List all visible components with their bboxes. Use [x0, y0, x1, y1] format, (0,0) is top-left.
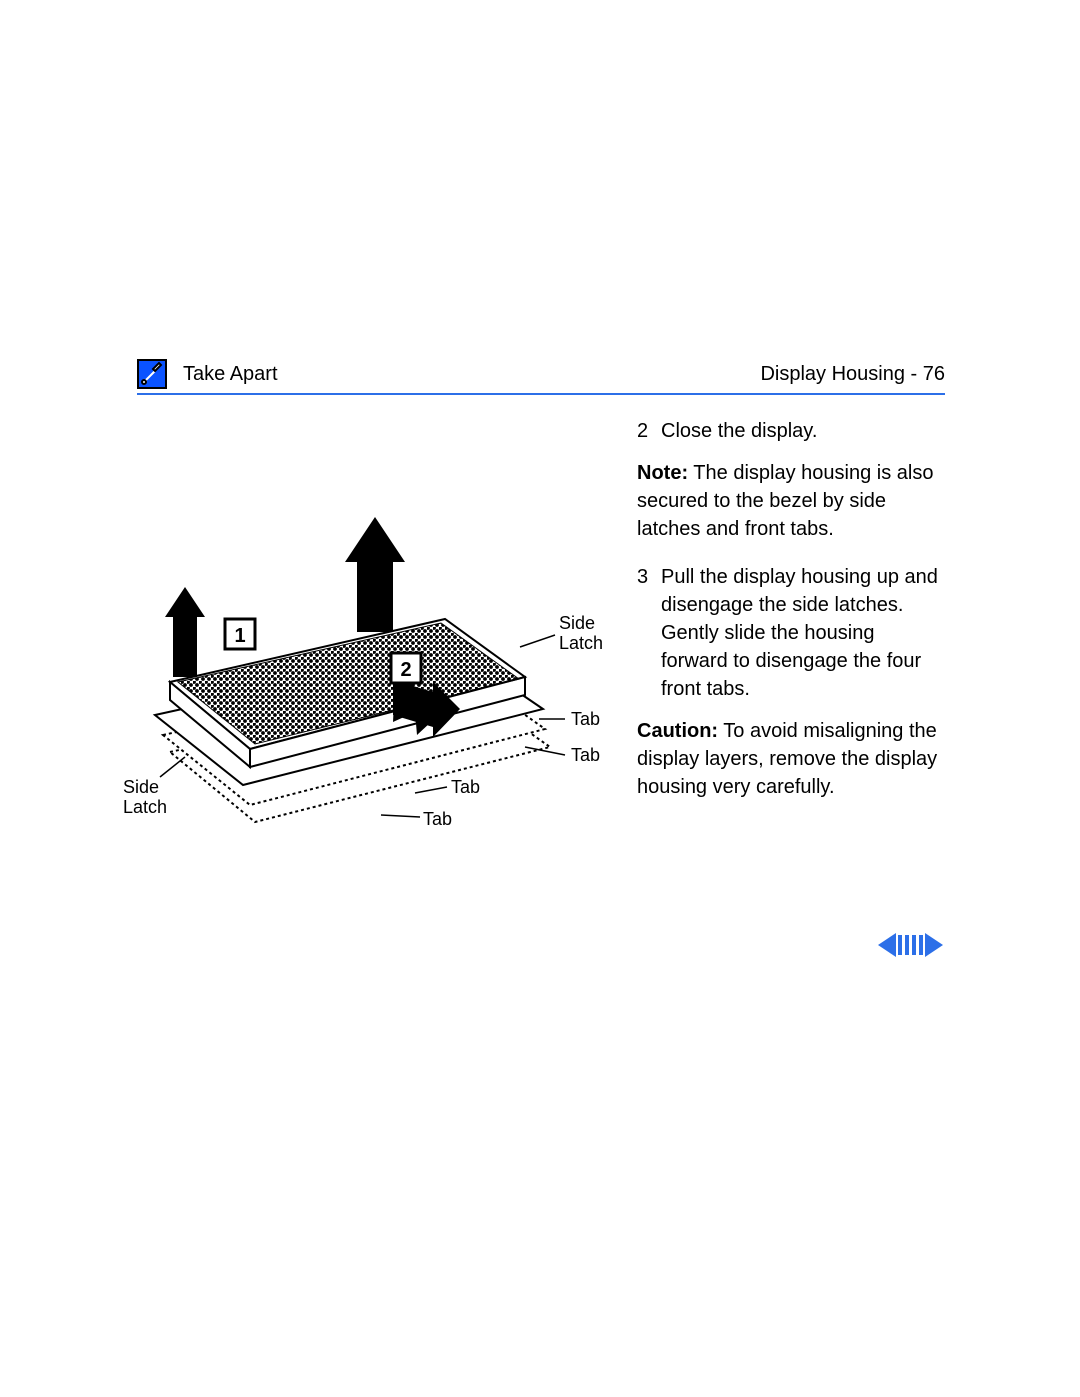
prev-page-icon[interactable] [878, 933, 896, 957]
svg-text:Tab: Tab [423, 809, 452, 829]
svg-text:Tab: Tab [571, 709, 600, 729]
step-text: Close the display. [661, 417, 817, 445]
section-title: Take Apart [183, 363, 278, 386]
svg-text:Latch: Latch [559, 633, 603, 653]
caution-label: Caution: [637, 720, 718, 742]
svg-text:Side: Side [559, 613, 595, 633]
next-page-icon[interactable] [925, 933, 943, 957]
step-text: Pull the display housing up and disengag… [661, 563, 945, 703]
svg-text:Latch: Latch [123, 797, 167, 817]
instruction-text: 2 Close the display. Note: The display h… [617, 417, 945, 877]
svg-text:Side: Side [123, 777, 159, 797]
page-header: Take Apart Display Housing - 76 [137, 357, 945, 391]
svg-text:Tab: Tab [451, 777, 480, 797]
diagram: 1 2 Side Latch Tab Tab Tab [137, 417, 617, 877]
header-rule [137, 393, 945, 395]
note-label: Note: [637, 462, 688, 484]
screwdriver-icon [137, 359, 167, 389]
step-number: 3 [637, 563, 661, 703]
svg-text:1: 1 [234, 625, 245, 647]
step-number: 2 [637, 417, 661, 445]
caution-block: Caution: To avoid misaligning the displa… [637, 717, 945, 801]
note-block: Note: The display housing is also secure… [637, 459, 945, 543]
page-nav-bars [898, 935, 923, 955]
page-number-title: Display Housing - 76 [760, 363, 945, 386]
svg-text:2: 2 [400, 659, 411, 681]
page-nav [878, 933, 943, 957]
svg-text:Tab: Tab [571, 745, 600, 765]
